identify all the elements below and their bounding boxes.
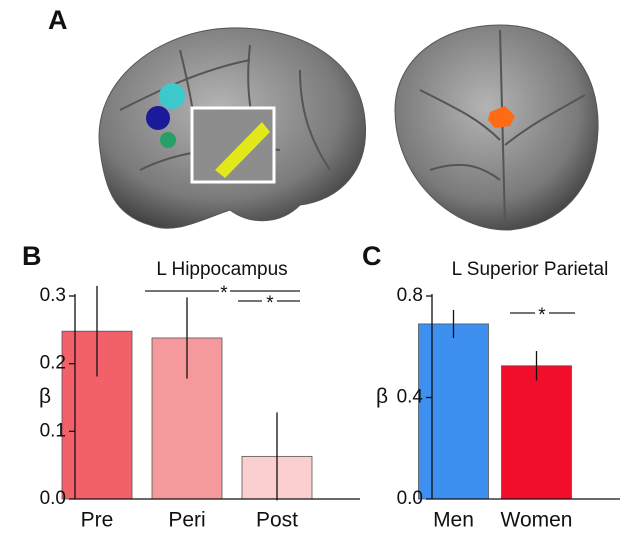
- y-tick-label: 0.4: [397, 387, 424, 408]
- bar: [501, 365, 572, 500]
- x-tick-label: Post: [256, 509, 298, 532]
- y-tick-label: 0.2: [40, 353, 66, 374]
- x-tick-label: Pre: [81, 509, 114, 532]
- chart-title: L Hippocampus: [156, 259, 287, 280]
- x-tick-label: Men: [433, 509, 474, 532]
- bar: [418, 323, 489, 500]
- significance-star: *: [220, 283, 228, 304]
- chart-title: L Superior Parietal: [452, 259, 609, 280]
- significance-star: *: [538, 305, 546, 326]
- x-tick-label: Peri: [168, 509, 205, 532]
- y-tick-label: 0.1: [40, 420, 66, 441]
- significance-star: *: [266, 293, 274, 314]
- y-tick-label: 0.3: [40, 285, 66, 306]
- panel-label: B: [22, 241, 42, 271]
- brain-posterior: [394, 24, 599, 231]
- y-axis-label: β: [39, 385, 51, 408]
- y-axis-label: β: [376, 385, 388, 408]
- panel-label: C: [362, 241, 382, 271]
- significance-brackets: [145, 290, 575, 314]
- brain-lateral: [98, 27, 367, 229]
- x-tick-label: Women: [501, 509, 573, 532]
- panel-label: A: [48, 5, 68, 35]
- y-tick-label: 0.0: [397, 488, 423, 509]
- y-tick-label: 0.0: [40, 488, 66, 509]
- y-tick-label: 0.8: [397, 285, 423, 306]
